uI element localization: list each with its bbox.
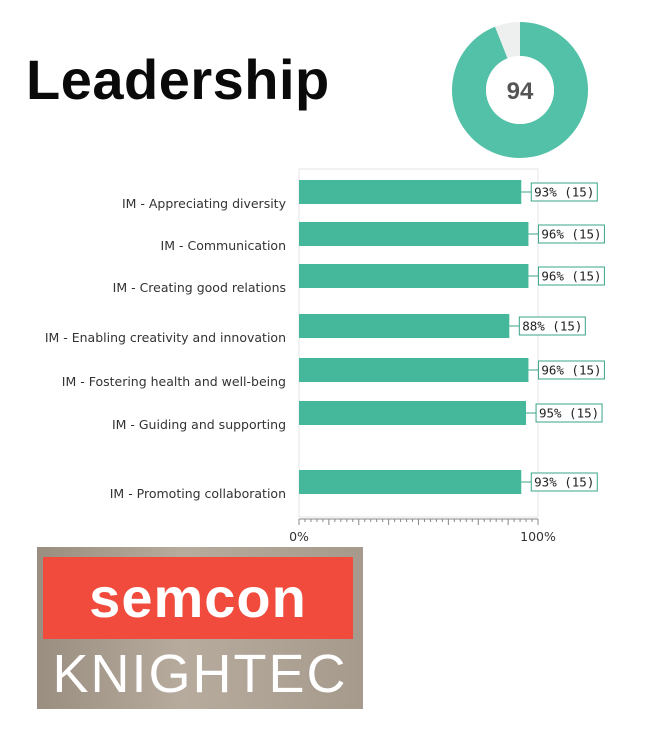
score-value: 94 [507,78,534,105]
x-tick-label: 100% [520,529,556,544]
data-label-box [530,182,598,202]
category-label: IM - Guiding and supporting [112,417,286,432]
data-label-box [518,316,586,336]
logo-sub-text: KNIGHTEC [52,644,348,704]
data-label: 93% (15) [534,475,594,490]
bar [299,264,529,288]
data-label: 88% (15) [522,319,582,334]
data-label: 96% (15) [541,269,601,284]
donut-hole [486,56,554,124]
data-label: 96% (15) [541,363,601,378]
bar [299,222,529,246]
data-label-box [537,224,605,244]
donut-score-arc [452,22,588,158]
data-label-box [530,472,598,492]
data-label-box [535,403,603,423]
plot-frame [298,168,539,518]
logo-brand-text: semcon [89,566,307,629]
category-label: IM - Appreciating diversity [122,196,287,211]
bar [299,180,522,204]
bar [299,470,522,494]
bar [299,314,510,338]
logo-brand-panel: semcon [43,557,353,639]
category-label: IM - Creating good relations [113,280,286,295]
data-label-box [537,360,605,380]
x-tick-label: 0% [289,529,309,544]
bar [299,358,529,382]
data-label: 95% (15) [539,406,599,421]
category-label: IM - Promoting collaboration [110,486,286,501]
page-title: Leadership [26,48,330,111]
category-label: IM - Fostering health and well-being [62,374,286,389]
score-donut: 94 [452,22,588,158]
category-label: IM - Communication [161,238,286,253]
bar [299,401,527,425]
data-label: 93% (15) [534,185,594,200]
data-label-box [537,266,605,286]
bar-chart: IM - Appreciating diversity 93% (15) IM - … [45,168,605,544]
semcon-knightec-logo: semcon KNIGHTEC [37,547,363,709]
data-label: 96% (15) [541,227,601,242]
category-label: IM - Enabling creativity and innovation [45,330,286,345]
